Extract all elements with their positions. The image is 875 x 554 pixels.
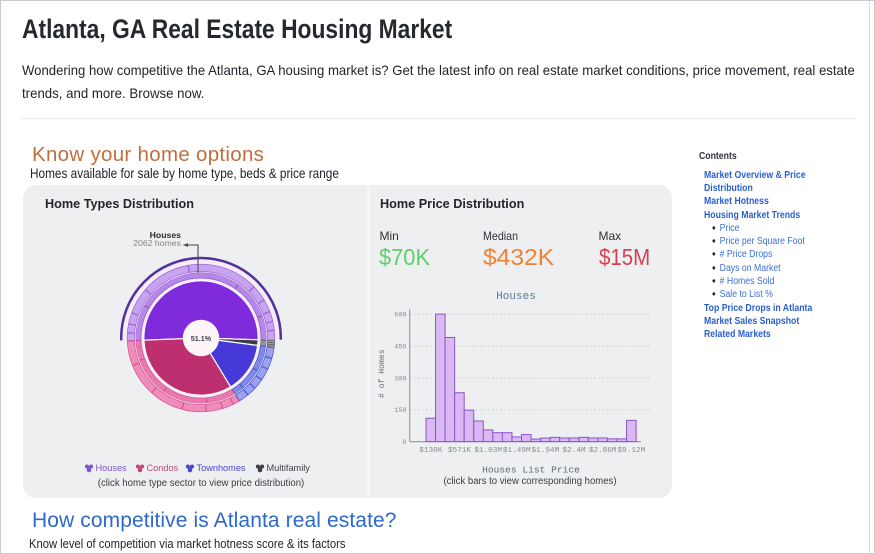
svg-text:$130K: $130K <box>419 447 442 455</box>
svg-text:0: 0 <box>402 439 406 447</box>
svg-text:$1.94M: $1.94M <box>532 447 560 455</box>
svg-text:450: 450 <box>394 343 406 351</box>
svg-text:$9.12M: $9.12M <box>618 447 646 455</box>
svg-text:51.1%: 51.1% <box>190 333 211 342</box>
svg-text:$1.49M: $1.49M <box>503 447 531 455</box>
svg-text:300: 300 <box>394 375 406 383</box>
svg-text:600: 600 <box>394 312 406 320</box>
svg-text:150: 150 <box>394 407 406 415</box>
svg-text:# of Homes: # of Homes <box>378 349 387 398</box>
svg-text:$2.4M: $2.4M <box>563 447 586 455</box>
svg-text:Houses: Houses <box>496 291 536 303</box>
svg-text:Houses List Price: Houses List Price <box>482 464 580 475</box>
svg-text:$2.86M: $2.86M <box>589 447 617 455</box>
svg-text:$571K: $571K <box>448 447 471 455</box>
svg-text:$1.03M: $1.03M <box>474 447 502 455</box>
